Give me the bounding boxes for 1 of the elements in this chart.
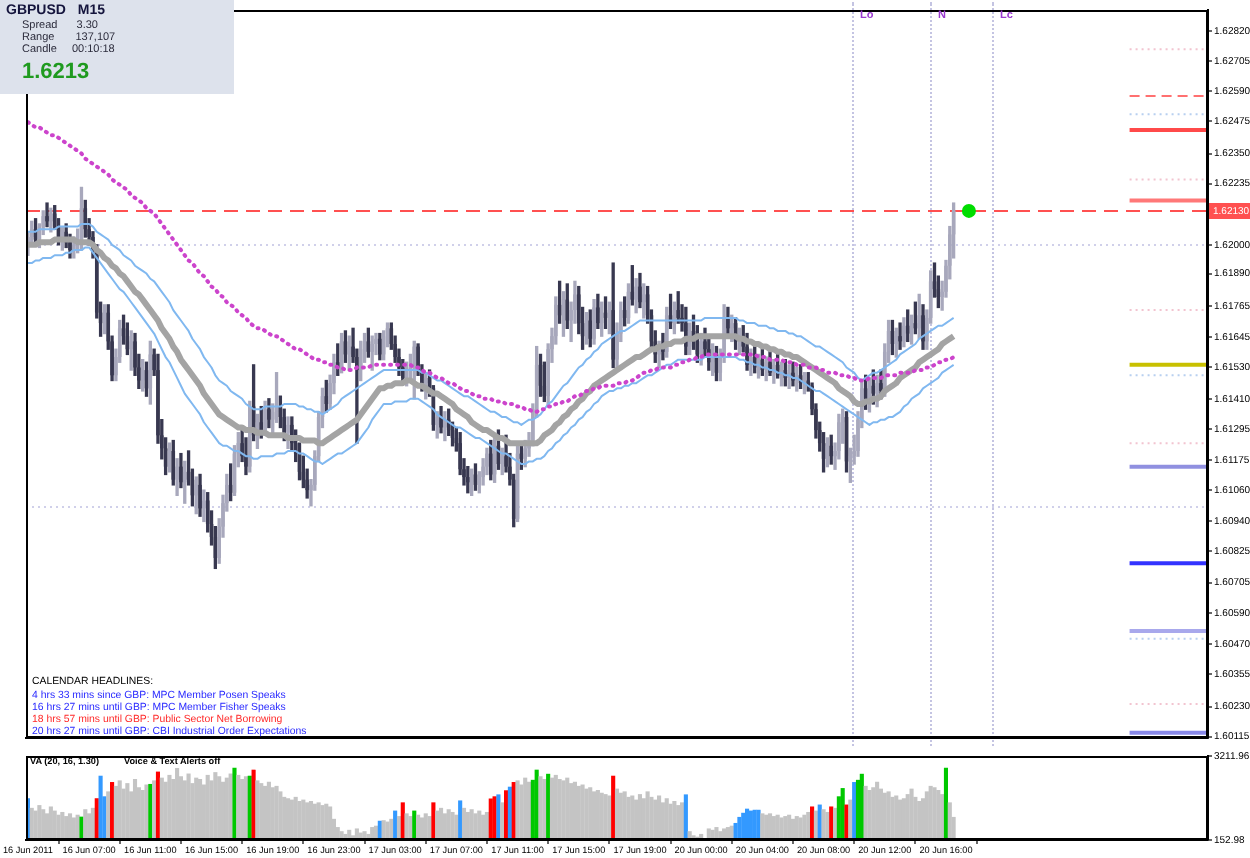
annotation: 1.6213 (22, 60, 90, 84)
